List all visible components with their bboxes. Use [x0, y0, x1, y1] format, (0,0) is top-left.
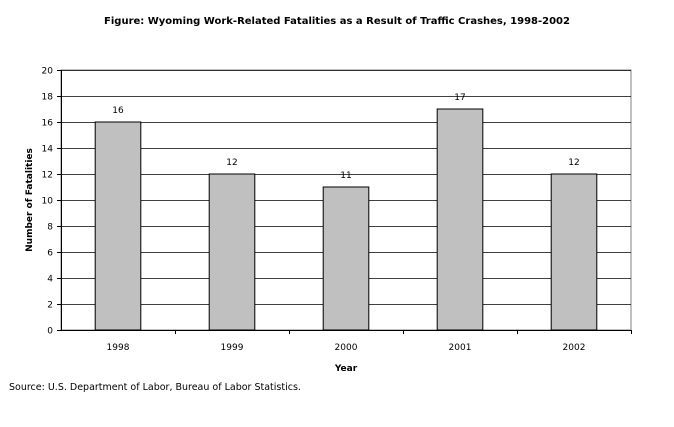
data-label-2001: 17: [454, 93, 465, 103]
y-tick-label: 8: [47, 223, 53, 233]
x-axis-label: Year: [334, 364, 358, 374]
bar-1998: [94, 121, 142, 331]
y-tick-label: 12: [42, 171, 53, 181]
x-tick-label-1998: 1998: [107, 343, 130, 353]
x-tick-label-1999: 1999: [221, 343, 244, 353]
y-tick-label: 0: [47, 327, 53, 337]
y-tick-label: 6: [47, 249, 53, 259]
bar-2001: [436, 108, 484, 331]
y-tick-label: 4: [47, 275, 53, 285]
y-tick-label: 2: [47, 301, 53, 311]
x-tick-label-2002: 2002: [563, 343, 586, 353]
bar-1999: [208, 173, 256, 331]
bars: 16 12 11 17 12: [94, 93, 598, 331]
y-tick-label: 16: [42, 119, 54, 129]
y-tick-label: 20: [42, 67, 54, 77]
source-note: Source: U.S. Department of Labor, Bureau…: [9, 382, 301, 393]
bar-2000: [322, 186, 370, 331]
data-label-1998: 16: [112, 106, 124, 116]
y-axis-label: Number of Fatalities: [25, 148, 35, 252]
y-tick-label: 10: [42, 197, 54, 207]
y-tick-label: 14: [42, 145, 54, 155]
axes: 0 2 4 6 8 10 12 14 16 18 20 1998 1999 2000 2001 2002: [42, 67, 632, 353]
x-tick-label-2001: 2001: [449, 343, 472, 353]
y-tick-label: 18: [42, 93, 54, 103]
x-tick-label-2000: 2000: [335, 343, 358, 353]
bar-2002: [550, 173, 598, 331]
data-label-2000: 11: [340, 171, 351, 181]
data-label-1999: 12: [226, 158, 237, 168]
chart-title: Figure: Wyoming Work-Related Fatalities …: [104, 16, 570, 27]
data-label-2002: 12: [568, 158, 579, 168]
